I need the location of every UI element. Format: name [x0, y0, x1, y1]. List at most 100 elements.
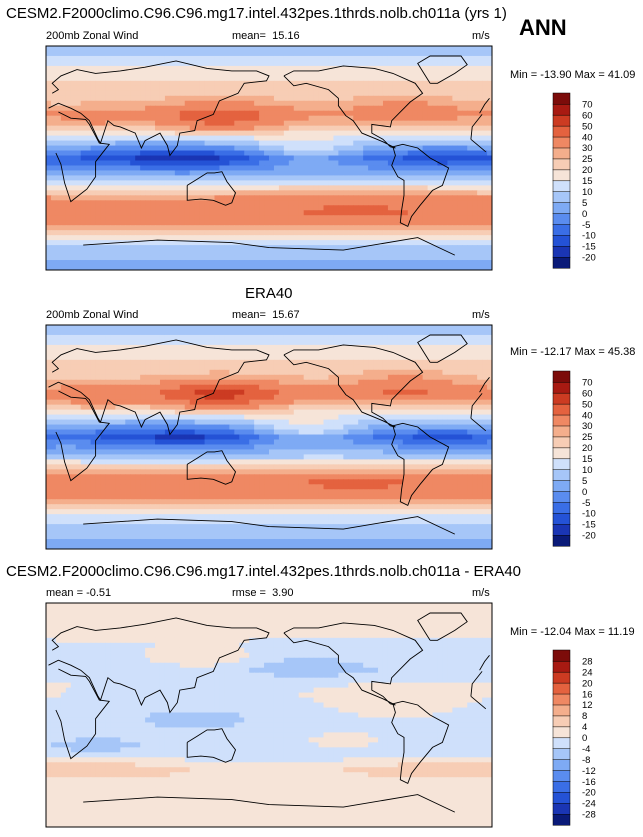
- field-cell: [353, 75, 359, 82]
- field-cell: [199, 46, 206, 52]
- field-cell: [46, 334, 52, 341]
- field-cell: [293, 165, 300, 172]
- field-cell: [462, 265, 468, 270]
- field-cell: [378, 255, 384, 261]
- field-cell: [174, 255, 181, 261]
- field-cell: [427, 185, 434, 191]
- field-cell: [303, 260, 310, 266]
- field-cell: [328, 135, 335, 142]
- field-cell: [244, 110, 250, 117]
- field-cell: [209, 245, 216, 251]
- field-cell: [110, 65, 116, 72]
- field-cell: [244, 70, 250, 77]
- field-cell: [224, 130, 230, 137]
- field-cell: [60, 195, 67, 201]
- field-cell: [259, 100, 265, 107]
- field-cell: [234, 245, 240, 251]
- field-cell: [224, 364, 230, 371]
- field-cell: [259, 110, 265, 117]
- field-cell: [164, 100, 171, 107]
- coastline: [283, 65, 424, 149]
- field-cell: [234, 170, 240, 177]
- field-cell: [145, 334, 151, 341]
- field-cell: [273, 110, 280, 117]
- field-cell: [209, 85, 216, 92]
- field-cell: [333, 334, 339, 341]
- field-cell: [159, 230, 166, 236]
- field-cell: [387, 240, 394, 246]
- field-cell: [105, 265, 112, 270]
- field-cell: [308, 325, 315, 331]
- field-cell: [155, 170, 161, 177]
- field-cell: [184, 85, 191, 92]
- field-cell: [283, 339, 290, 346]
- field-cell: [229, 125, 235, 132]
- field-cell: [427, 265, 434, 270]
- field-cell: [343, 255, 349, 261]
- field-cell: [269, 205, 275, 211]
- field-cell: [338, 145, 344, 152]
- field-cell: [412, 260, 419, 266]
- field-cell: [477, 110, 483, 117]
- field-cell: [50, 115, 57, 122]
- field-cell: [85, 115, 92, 122]
- field-cell: [199, 65, 206, 72]
- field-cell: [50, 100, 57, 107]
- field-cell: [105, 50, 112, 57]
- field-cell: [80, 225, 87, 231]
- field-cell: [412, 165, 419, 172]
- field-cell: [278, 80, 285, 87]
- field-cell: [115, 185, 121, 191]
- field-cell: [135, 190, 141, 196]
- field-cell: [80, 150, 87, 157]
- field-cell: [392, 145, 399, 152]
- field-cell: [50, 95, 57, 102]
- field-cell: [239, 150, 245, 157]
- field-cell: [254, 240, 260, 246]
- field-cell: [452, 140, 458, 147]
- field-cell: [259, 125, 265, 132]
- field-cell: [338, 215, 344, 221]
- field-cell: [125, 95, 131, 102]
- field-cell: [457, 105, 463, 112]
- field-cell: [120, 120, 126, 127]
- field-cell: [273, 135, 280, 142]
- field-cell: [343, 85, 349, 92]
- field-cell: [204, 60, 211, 67]
- field-cell: [189, 145, 196, 152]
- field-cell: [283, 95, 290, 102]
- field-cell: [264, 245, 270, 251]
- field-cell: [249, 250, 255, 256]
- field-cell: [397, 95, 404, 102]
- field-cell: [392, 135, 399, 142]
- field-cell: [95, 80, 102, 87]
- field-cell: [402, 120, 409, 127]
- field-cell: [214, 105, 221, 112]
- field-cell: [333, 50, 339, 57]
- field-cell: [199, 334, 206, 341]
- field-cell: [179, 200, 186, 206]
- field-cell: [402, 339, 409, 346]
- field-cell: [90, 100, 97, 107]
- field-cell: [353, 265, 359, 270]
- field-cell: [269, 329, 275, 336]
- field-cell: [407, 75, 414, 82]
- field-cell: [269, 339, 275, 346]
- field-cell: [303, 145, 310, 152]
- field-cell: [125, 190, 131, 196]
- field-cell: [343, 130, 349, 137]
- field-cell: [313, 65, 320, 72]
- field-cell: [467, 80, 473, 87]
- field-cell: [482, 344, 488, 351]
- field-cell: [214, 80, 221, 87]
- field-cell: [65, 130, 72, 137]
- field-cell: [115, 150, 121, 157]
- field-cell: [343, 185, 349, 191]
- field-cell: [353, 329, 359, 336]
- field-cell: [427, 240, 434, 246]
- field-cell: [95, 185, 102, 191]
- field-cell: [452, 359, 458, 366]
- field-cell: [378, 185, 384, 191]
- field-cell: [368, 160, 374, 167]
- field-cell: [174, 145, 181, 152]
